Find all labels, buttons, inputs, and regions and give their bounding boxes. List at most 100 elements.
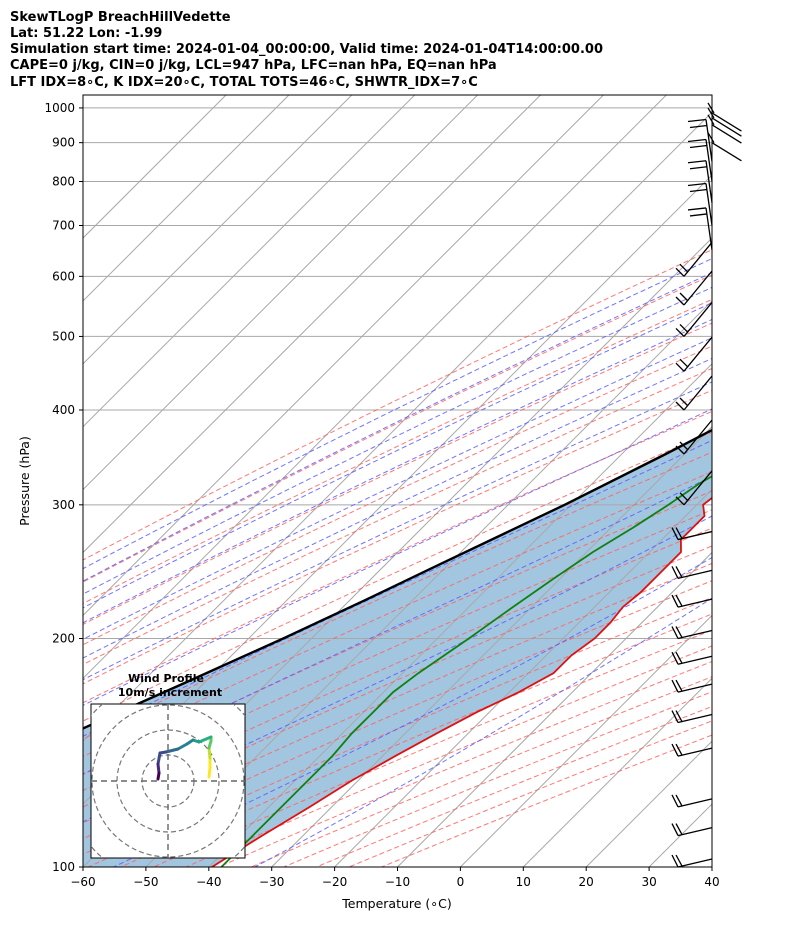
x-tick-label: −30 (259, 875, 284, 889)
hodograph-inset: Wind Profile 10m/s increment (90, 672, 246, 859)
wind-barb-flag (679, 441, 689, 451)
wind-barb-flag (675, 445, 685, 455)
dry-adiabat (83, 545, 712, 824)
sounding-profiles (83, 428, 712, 867)
wind-barb-staff (705, 160, 713, 203)
wind-barb-flag (675, 823, 683, 835)
temperature-line (211, 496, 712, 867)
hodograph-segment (156, 751, 162, 766)
x-tick-label: 40 (704, 875, 719, 889)
dry-adiabat (83, 367, 712, 666)
hodograph-segment (197, 735, 213, 744)
y-tick-label: 700 (52, 219, 75, 233)
wind-barb-flag (675, 327, 685, 337)
wind-barb-flag (679, 492, 689, 502)
y-tick-label: 500 (52, 329, 75, 343)
wind-barb-flag (675, 594, 683, 607)
wind-barb (675, 336, 713, 372)
wind-barb-staff (677, 683, 713, 693)
wind-barb-flag (687, 182, 707, 187)
isotherm-line (271, 425, 712, 867)
wind-barb-flag (671, 594, 679, 608)
wind-barb-flag (687, 118, 707, 123)
dry-adiabat (83, 298, 712, 605)
wind-barb-flag (707, 114, 715, 126)
wind-barb-staff (705, 183, 713, 226)
isotherm-line (83, 95, 353, 365)
isotherm-line (522, 677, 712, 867)
hodograph-segment (156, 762, 161, 775)
wind-barb-staff (683, 470, 713, 506)
x-tick-label: −10 (385, 875, 410, 889)
isotherm-line (460, 614, 712, 867)
wind-barb-flag (687, 138, 707, 143)
isotherm-line (83, 95, 290, 302)
wind-barb-flag (675, 651, 683, 664)
wind-barb-flag (707, 102, 715, 114)
moist-adiabat (83, 439, 712, 737)
wind-barb-flag (707, 132, 715, 143)
wind-barb (707, 107, 742, 137)
wind-barb (675, 302, 713, 337)
x-tick-label: −20 (322, 875, 347, 889)
moist-adiabat (83, 302, 712, 609)
y-tick-label: 900 (52, 136, 75, 150)
wind-barb-flag (675, 679, 683, 692)
wind-barb-staff (711, 142, 742, 162)
wind-barb-staff (711, 117, 742, 137)
wind-barb-staff (677, 629, 713, 640)
dewpoint-line (220, 475, 712, 867)
moist-adiabat (83, 318, 712, 624)
wind-barb-staff (677, 713, 713, 724)
isotherm-line (83, 95, 416, 428)
wind-barb (671, 823, 713, 837)
y-tick-label: 600 (52, 269, 75, 283)
wind-barb-staff (711, 124, 742, 144)
wind-barb-flag (671, 527, 679, 540)
wind-barb-staff (677, 798, 713, 808)
hodograph-segment (176, 742, 189, 751)
wind-barb-staff (677, 569, 713, 580)
title-station: SkewTLogP BreachHillVedette (10, 10, 231, 25)
hodograph-ring (116, 729, 220, 833)
wind-barb-staff (683, 419, 713, 455)
wind-barb-staff (677, 858, 713, 868)
wind-barb-flag (675, 401, 685, 411)
wind-barb-flag (687, 160, 707, 164)
title-location: Lat: 51.22 Lon: -1.99 (10, 26, 162, 41)
moist-adiabat (83, 258, 712, 570)
wind-barb-flag (707, 107, 715, 119)
isotherm-line (83, 95, 604, 617)
wind-barb (707, 114, 742, 144)
wind-barb (687, 138, 713, 182)
wind-barb (671, 679, 713, 693)
isotherm-line (208, 363, 712, 867)
dry-adiabat (83, 410, 712, 704)
hodograph-segment (164, 747, 180, 754)
wind-barb-flag (675, 496, 685, 506)
pressure-gridlines (83, 107, 712, 867)
wind-barb-flag (679, 358, 689, 368)
isotherm-line (83, 95, 478, 491)
wind-barb-staff (683, 336, 713, 372)
title-indices-line: LFT IDX=8∘C, K IDX=20∘C, TOTAL TOTS=46∘C… (10, 75, 478, 90)
wind-barb (675, 270, 713, 306)
y-tick-label: 400 (52, 403, 75, 417)
wind-barb-flag (679, 323, 689, 333)
dry-adiabat (381, 734, 712, 867)
wind-barb-staff (677, 598, 713, 608)
x-tick-label: 20 (579, 875, 594, 889)
wind-barb (671, 566, 713, 580)
dry-adiabat (83, 322, 712, 625)
wind-barb-flag (675, 626, 683, 638)
wind-barb (675, 419, 713, 455)
wind-barb-flag (675, 267, 685, 277)
wind-barbs (671, 102, 742, 868)
hodograph-segment (207, 746, 212, 760)
moist-adiabat (83, 286, 712, 595)
wind-barb-flag (675, 296, 685, 306)
wind-barb-flag (687, 207, 707, 211)
dry-adiabat (83, 509, 712, 792)
hodograph-trace (156, 735, 213, 781)
